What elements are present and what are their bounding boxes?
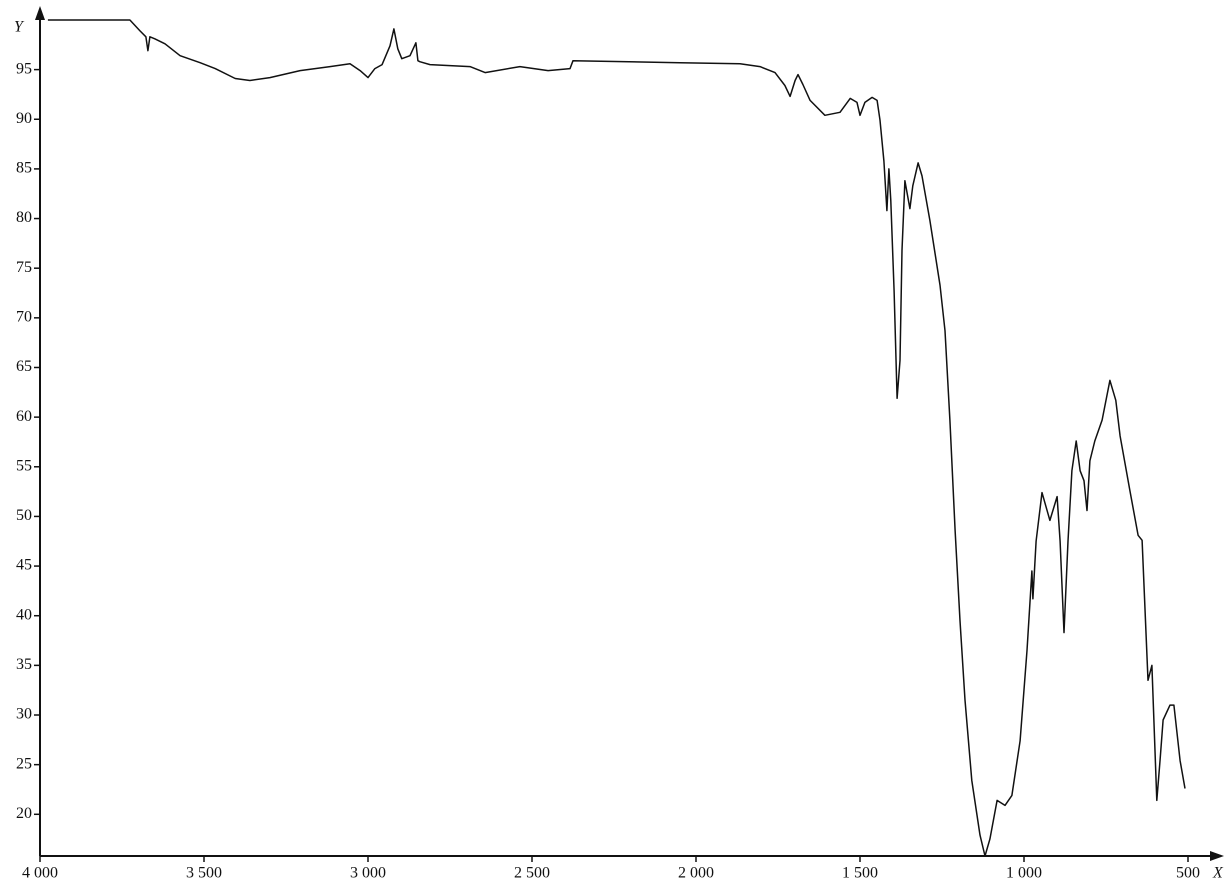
y-tick-label: 25 bbox=[16, 755, 32, 772]
y-axis-label: Y bbox=[14, 19, 25, 36]
y-tick-label: 40 bbox=[16, 606, 32, 623]
y-tick-label: 85 bbox=[16, 160, 32, 177]
y-tick-label: 30 bbox=[16, 706, 32, 723]
y-tick-label: 20 bbox=[16, 805, 32, 822]
y-tick-label: 75 bbox=[16, 259, 32, 276]
x-axis-arrow bbox=[1210, 851, 1224, 861]
x-tick-label: 4 000 bbox=[22, 865, 58, 882]
y-tick-label: 95 bbox=[16, 60, 32, 77]
x-tick-label: 500 bbox=[1176, 865, 1200, 882]
x-tick-label: 3 500 bbox=[186, 865, 222, 882]
y-tick-label: 55 bbox=[16, 457, 32, 474]
x-axis-label: X bbox=[1212, 865, 1224, 882]
y-tick-label: 70 bbox=[16, 309, 32, 326]
y-tick-label: 80 bbox=[16, 209, 32, 226]
y-tick-label: 45 bbox=[16, 557, 32, 574]
y-tick-label: 90 bbox=[16, 110, 32, 127]
y-axis-arrow bbox=[35, 6, 45, 20]
x-tick-label: 1 000 bbox=[1006, 865, 1042, 882]
y-tick-label: 50 bbox=[16, 507, 32, 524]
y-tick-label: 65 bbox=[16, 358, 32, 375]
x-tick-label: 2 500 bbox=[514, 865, 550, 882]
y-tick-label: 60 bbox=[16, 408, 32, 425]
x-tick-label: 2 000 bbox=[678, 865, 714, 882]
y-tick-label: 35 bbox=[16, 656, 32, 673]
x-tick-label: 1 500 bbox=[842, 865, 878, 882]
x-tick-label: 3 000 bbox=[350, 865, 386, 882]
spectrum-line bbox=[47, 19, 1186, 857]
